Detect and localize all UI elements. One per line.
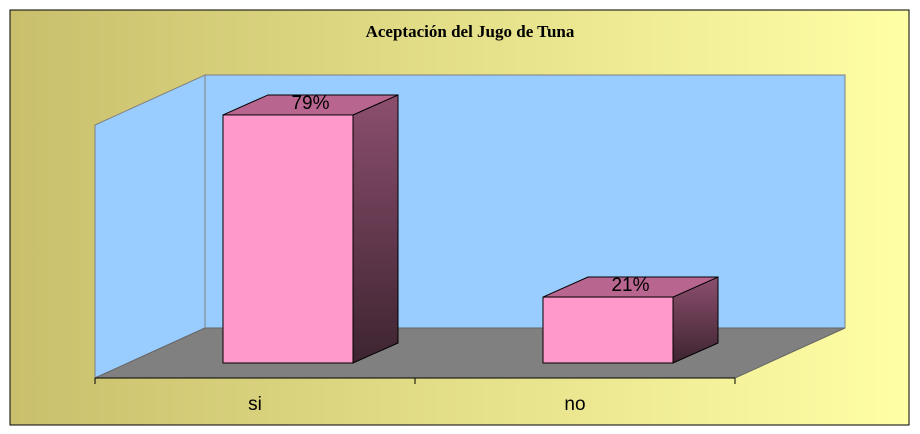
bar-side xyxy=(352,94,399,364)
bar xyxy=(542,296,674,364)
bar xyxy=(222,114,354,364)
chart-title: Aceptación del Jugo de Tuna xyxy=(366,22,575,41)
data-label: 79% xyxy=(291,93,329,114)
floor xyxy=(94,327,846,379)
x-tick-label: si xyxy=(248,394,262,415)
data-label: 21% xyxy=(611,275,649,296)
x-tick-label: no xyxy=(564,394,585,415)
side-wall xyxy=(94,74,206,379)
